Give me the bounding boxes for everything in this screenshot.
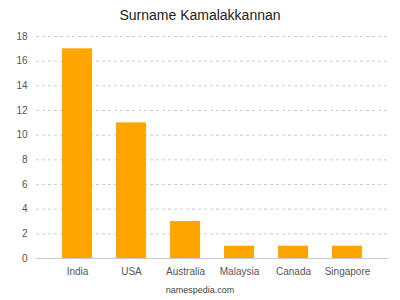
svg-text:14: 14 <box>16 80 28 91</box>
svg-text:16: 16 <box>16 55 28 66</box>
svg-text:0: 0 <box>22 253 28 264</box>
svg-text:8: 8 <box>22 154 28 165</box>
svg-text:Australia: Australia <box>166 266 205 277</box>
html-text:namespedia.com: namespedia.com <box>165 285 235 295</box>
svg-text:4: 4 <box>22 203 28 214</box>
svg-text:10: 10 <box>16 129 28 140</box>
svg-text:Canada: Canada <box>276 266 311 277</box>
svg-text:12: 12 <box>16 105 28 116</box>
html-text:Surname Kamalakkannan: Surname Kamalakkannan <box>119 7 281 23</box>
svg-text:Singapore: Singapore <box>325 266 371 277</box>
svg-text:Malaysia: Malaysia <box>220 266 260 277</box>
svg-text:2: 2 <box>22 228 28 239</box>
svg-text:USA: USA <box>121 266 142 277</box>
svg-text:18: 18 <box>16 31 28 42</box>
svg-text:India: India <box>67 266 89 277</box>
svg-text:6: 6 <box>22 179 28 190</box>
